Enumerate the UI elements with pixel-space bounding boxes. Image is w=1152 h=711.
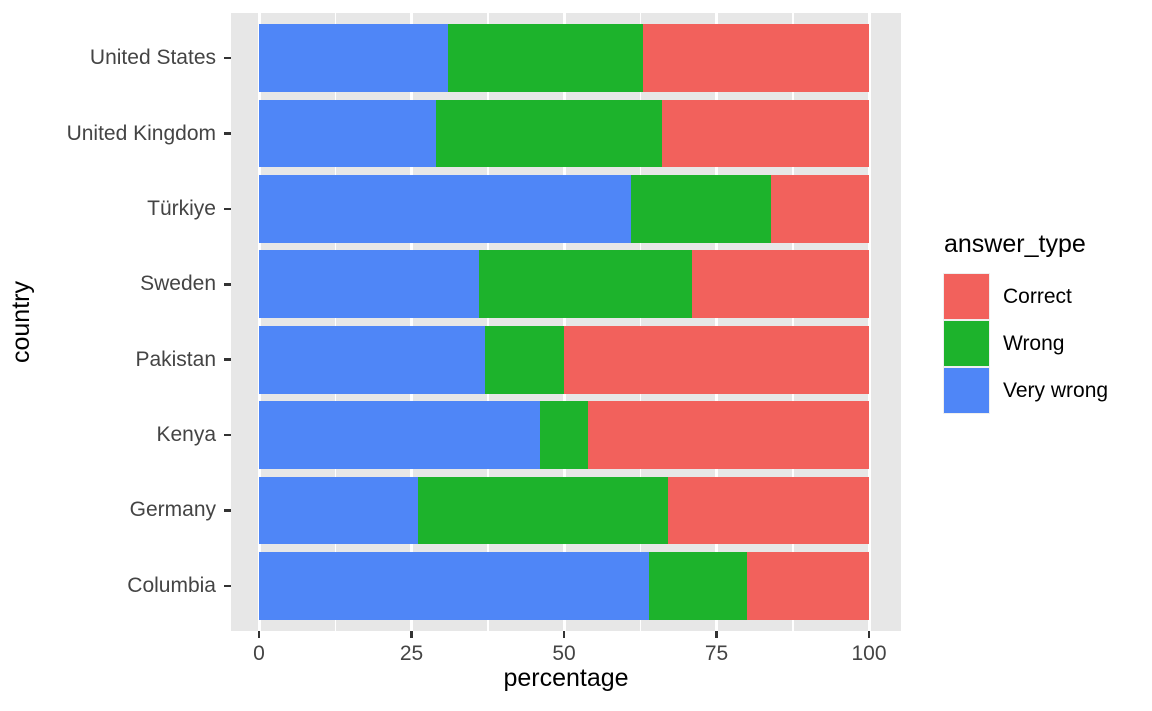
y-tick-pakistan bbox=[224, 358, 231, 361]
bar-turkiye-wrong bbox=[631, 175, 772, 243]
y-tick-label-turkiye: Türkiye bbox=[147, 196, 216, 220]
y-tick-turkiye bbox=[224, 207, 231, 211]
y-tick-united-kingdom bbox=[224, 132, 231, 135]
bar-sweden-correct bbox=[692, 250, 869, 319]
y-tick-germany bbox=[224, 509, 231, 512]
gridline-minor-62.5 bbox=[639, 13, 641, 631]
legend-label-very-wrong: Very wrong bbox=[1003, 378, 1109, 402]
y-tick-kenya bbox=[224, 433, 231, 437]
bar-columbia-very-wrong bbox=[259, 551, 650, 620]
bar-germany-very-wrong bbox=[259, 476, 418, 545]
bar-united-states-very-wrong bbox=[259, 24, 449, 93]
bar-pakistan-very-wrong bbox=[259, 325, 485, 394]
y-tick-columbia bbox=[224, 584, 231, 588]
legend-label-wrong: Wrong bbox=[1003, 331, 1065, 355]
legend-title: answer_type bbox=[944, 230, 1086, 258]
y-tick-label-kenya: Kenya bbox=[156, 423, 216, 447]
legend-entry-wrong: Wrong bbox=[943, 320, 1108, 367]
x-tick-0 bbox=[257, 631, 261, 638]
gridline-major-75 bbox=[715, 13, 718, 631]
legend-entry-very-wrong: Very wrong bbox=[943, 367, 1109, 414]
bar-sweden-very-wrong bbox=[259, 250, 479, 319]
y-axis-title: country bbox=[7, 281, 35, 363]
y-tick-label-sweden: Sweden bbox=[140, 272, 216, 296]
y-tick-label-united-states: United States bbox=[89, 46, 216, 70]
bar-columbia-wrong bbox=[649, 551, 747, 620]
x-tick-50 bbox=[562, 631, 566, 638]
legend: answer_type Correct Wrong Very wrong bbox=[943, 230, 1109, 415]
bar-pakistan-correct bbox=[564, 325, 869, 394]
gridline-major-25 bbox=[410, 13, 413, 631]
bar-kenya-very-wrong bbox=[259, 401, 540, 469]
bar-united-kingdom-very-wrong bbox=[259, 99, 436, 168]
bar-germany-correct bbox=[667, 476, 869, 545]
bar-sweden-wrong bbox=[478, 250, 693, 319]
bar-kenya-correct bbox=[588, 401, 869, 469]
y-tick-label-united-kingdom: United Kingdom bbox=[66, 121, 216, 145]
legend-key-correct-swatch bbox=[943, 273, 990, 320]
bar-united-kingdom-wrong bbox=[435, 99, 662, 168]
bar-germany-wrong bbox=[417, 476, 668, 545]
y-tick-label-columbia: Columbia bbox=[127, 573, 216, 597]
gridline-major-100 bbox=[867, 13, 871, 631]
bar-kenya-wrong bbox=[539, 401, 589, 469]
x-tick-label-75: 75 bbox=[704, 642, 729, 665]
bar-united-states-correct bbox=[643, 24, 869, 93]
bar-turkiye-correct bbox=[771, 175, 869, 243]
bar-turkiye-very-wrong bbox=[259, 175, 632, 243]
x-tick-75 bbox=[715, 631, 718, 638]
legend-key-wrong-swatch bbox=[943, 320, 990, 367]
gridline-major-0 bbox=[257, 13, 261, 631]
x-tick-label-50: 50 bbox=[552, 642, 576, 665]
bar-columbia-correct bbox=[747, 551, 869, 620]
x-axis-title: percentage bbox=[503, 664, 629, 692]
x-tick-100 bbox=[867, 631, 871, 638]
bar-pakistan-wrong bbox=[484, 325, 564, 394]
y-tick-label-germany: Germany bbox=[129, 498, 216, 522]
gridline-minor-87.5 bbox=[792, 13, 794, 631]
x-tick-label-100: 100 bbox=[851, 642, 887, 665]
plot-panel bbox=[231, 13, 901, 631]
legend-key-very-wrong-swatch bbox=[943, 367, 990, 414]
y-tick-label-pakistan: Pakistan bbox=[135, 347, 216, 371]
y-tick-united-states bbox=[224, 56, 231, 60]
legend-label-correct: Correct bbox=[1003, 284, 1072, 308]
x-tick-label-25: 25 bbox=[399, 642, 424, 665]
bar-united-states-wrong bbox=[448, 24, 644, 93]
x-tick-25 bbox=[410, 631, 413, 638]
gridline-minor-37.5 bbox=[487, 13, 489, 631]
gridline-major-50 bbox=[562, 13, 566, 631]
legend-entry-correct: Correct bbox=[943, 273, 1108, 320]
x-tick-label-0: 0 bbox=[253, 642, 265, 665]
y-tick-sweden bbox=[224, 283, 231, 286]
bar-united-kingdom-correct bbox=[661, 99, 869, 168]
gridline-minor-12.5 bbox=[334, 13, 336, 631]
